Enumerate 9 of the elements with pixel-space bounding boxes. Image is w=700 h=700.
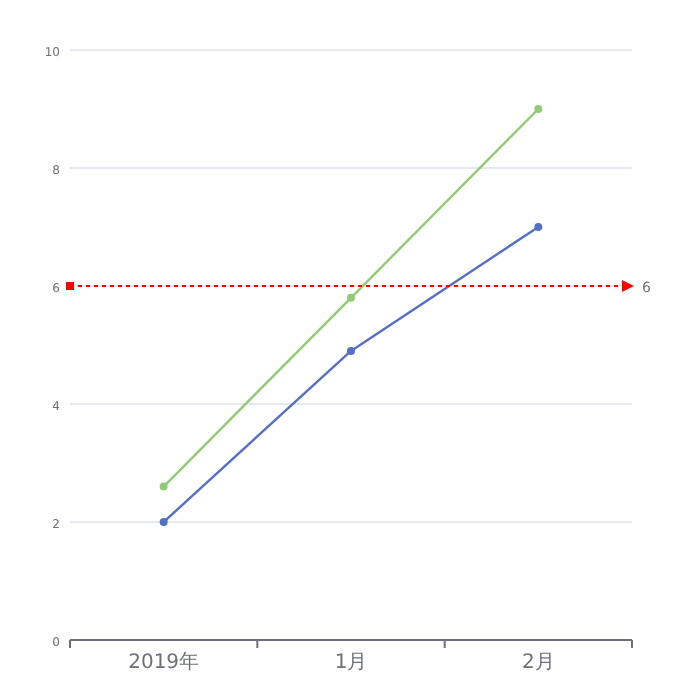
point	[534, 223, 543, 231]
x-tick-label: 2019年	[128, 650, 200, 674]
point	[159, 518, 168, 526]
point	[159, 482, 168, 491]
point	[534, 105, 543, 113]
x-tick-label: 1月	[334, 652, 368, 674]
point	[347, 293, 355, 302]
point	[347, 346, 355, 355]
x-tick-label: 2月	[521, 652, 555, 674]
